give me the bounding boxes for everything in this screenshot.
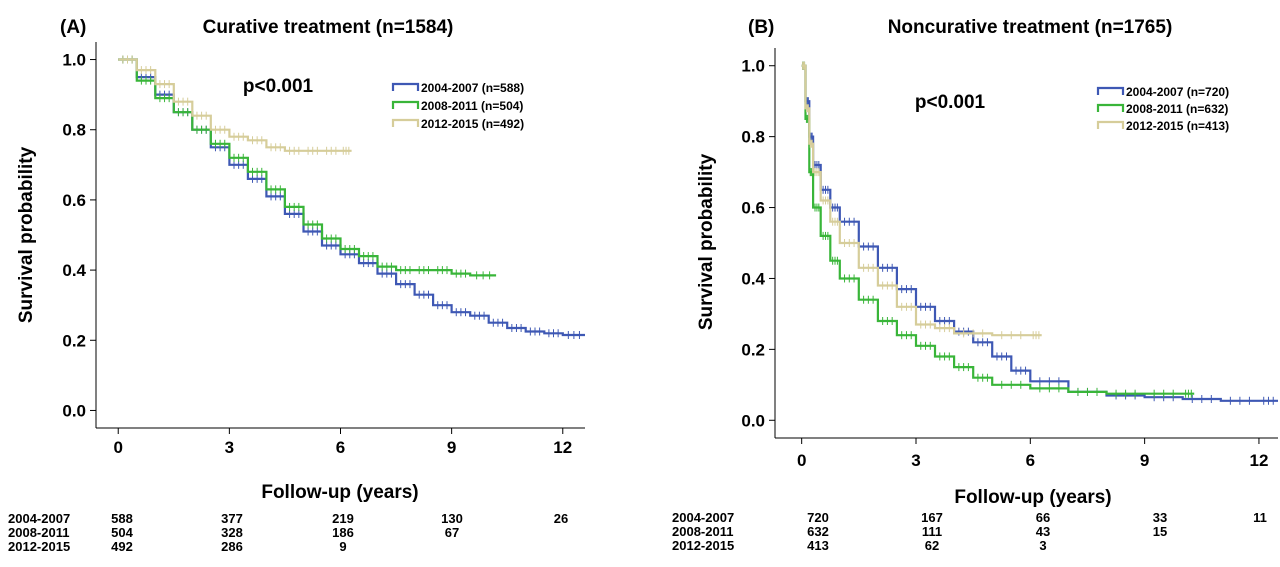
legend-entry: 2008-2011 (n=632) xyxy=(1126,102,1228,116)
risk-row-label: 2008-2011 xyxy=(8,525,69,540)
risk-row-label: 2012-2015 xyxy=(672,538,734,553)
legend-entry: 2012-2015 (n=413) xyxy=(1126,119,1229,133)
x-tick-label: 0 xyxy=(113,438,122,457)
risk-count: 130 xyxy=(441,511,463,526)
legend-swatch xyxy=(1096,120,1125,129)
legend-entry: 2004-2007 (n=588) xyxy=(421,81,524,95)
survival-curve-3 xyxy=(118,58,352,152)
y-tick-label: 0.4 xyxy=(741,269,765,288)
risk-count: 43 xyxy=(1036,524,1050,539)
legend-swatch xyxy=(1096,103,1125,112)
panel-a-ylabel: Survival probability xyxy=(16,146,37,323)
risk-count: 26 xyxy=(554,511,568,526)
y-tick-label: 0.4 xyxy=(62,261,86,280)
risk-count: 15 xyxy=(1153,524,1167,539)
legend-swatch xyxy=(391,100,420,109)
risk-count: 632 xyxy=(807,524,829,539)
x-tick-label: 3 xyxy=(911,451,920,470)
risk-count: 9 xyxy=(339,539,346,554)
risk-count: 377 xyxy=(221,511,243,526)
risk-row-label: 2004-2007 xyxy=(672,510,734,525)
y-tick-label: 0.8 xyxy=(62,121,86,140)
panel-b-pvalue: p<0.001 xyxy=(915,92,986,113)
legend-swatch xyxy=(391,118,420,127)
panel-b-ylabel: Survival probability xyxy=(696,153,717,330)
risk-count: 167 xyxy=(921,510,943,525)
x-tick-label: 12 xyxy=(553,438,572,457)
x-tick-label: 9 xyxy=(1140,451,1149,470)
risk-count: 588 xyxy=(111,511,133,526)
risk-count: 504 xyxy=(111,525,133,540)
y-tick-label: 1.0 xyxy=(62,51,86,70)
legend-entry: 2008-2011 (n=504) xyxy=(421,99,523,113)
panel-b-label: (B) xyxy=(748,17,774,38)
y-tick-label: 0.6 xyxy=(62,191,86,210)
y-tick-label: 0.2 xyxy=(741,340,765,359)
y-tick-label: 0.6 xyxy=(741,199,765,218)
risk-count: 3 xyxy=(1039,538,1046,553)
panel-b-plot: 0.0 0.2 0.4 0.6 0.8 1.0 0 3 6 9 12 2004-2007 (n=720… xyxy=(672,48,1278,553)
risk-count: 720 xyxy=(807,510,829,525)
legend-swatch xyxy=(1096,86,1125,95)
risk-count: 33 xyxy=(1153,510,1167,525)
panel-a-title: Curative treatment (n=1584) xyxy=(203,17,454,38)
y-tick-label: 0.2 xyxy=(62,331,86,350)
x-tick-label: 3 xyxy=(225,438,234,457)
risk-row-label: 2004-2007 xyxy=(8,511,70,526)
risk-count: 286 xyxy=(221,539,243,554)
risk-count: 66 xyxy=(1036,510,1050,525)
risk-count: 111 xyxy=(922,524,942,539)
y-tick-label: 0.0 xyxy=(62,401,86,420)
risk-count: 492 xyxy=(111,539,133,554)
legend-entry: 2004-2007 (n=720) xyxy=(1126,85,1229,99)
panel-a-pvalue: p<0.001 xyxy=(243,76,314,97)
panel-a-xlabel: Follow-up (years) xyxy=(261,482,418,503)
risk-count: 62 xyxy=(925,538,939,553)
risk-count: 11 xyxy=(1253,510,1267,525)
x-tick-label: 12 xyxy=(1249,451,1268,470)
risk-count: 219 xyxy=(332,511,354,526)
risk-count: 328 xyxy=(221,525,243,540)
panel-b-xlabel: Follow-up (years) xyxy=(954,487,1111,508)
legend-swatch xyxy=(391,82,420,91)
risk-count: 413 xyxy=(807,538,829,553)
legend-entry: 2012-2015 (n=492) xyxy=(421,117,524,131)
chart-marks: 0.0 0.2 0.4 0.6 0.8 1.0 0 3 6 9 12 2004-2007 (n=588… xyxy=(8,42,1278,554)
risk-row-label: 2008-2011 xyxy=(672,524,733,539)
y-tick-label: 0.8 xyxy=(741,128,765,147)
panel-b-title: Noncurative treatment (n=1765) xyxy=(888,17,1173,38)
x-tick-label: 0 xyxy=(797,451,806,470)
x-tick-label: 6 xyxy=(1026,451,1035,470)
x-tick-label: 9 xyxy=(447,438,456,457)
y-tick-label: 0.0 xyxy=(741,411,765,430)
x-tick-label: 6 xyxy=(336,438,345,457)
panel-a-plot: 0.0 0.2 0.4 0.6 0.8 1.0 0 3 6 9 12 2004-2007 (n=588… xyxy=(8,42,585,554)
risk-count: 186 xyxy=(332,525,354,540)
risk-row-label: 2012-2015 xyxy=(8,539,70,554)
risk-count: 67 xyxy=(445,525,459,540)
y-tick-label: 1.0 xyxy=(741,57,765,76)
panel-a-label: (A) xyxy=(60,17,86,38)
